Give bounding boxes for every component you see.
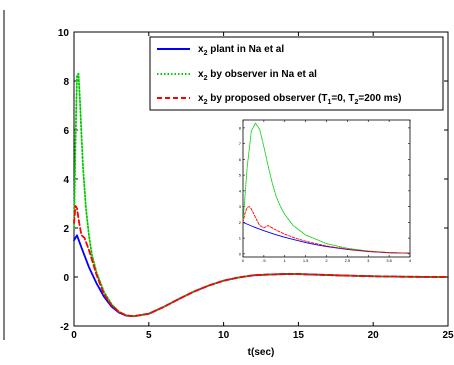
main-x-tick-label-4: 20: [368, 330, 380, 341]
inset-y-tick-label-6: 6: [239, 157, 242, 162]
main-y-tick-label-3: 4: [63, 175, 69, 186]
legend-label-observer-rest: by observer in Na et al: [207, 69, 317, 80]
main-x-tick-labels: 0 5 10 15 20 25: [71, 330, 454, 341]
main-x-tick-label-3: 15: [293, 330, 305, 341]
inset-y-tick-label-0: 0: [239, 251, 242, 256]
svg-text:x2 by observer in Na et al: x2 by observer in Na et al: [198, 69, 317, 82]
main-y-tick-labels: -2 0 2 4 6 8 10: [58, 28, 70, 333]
main-series-group: [73, 72, 449, 318]
inset-x-tick-label-6: 3: [367, 258, 370, 263]
main-x-tick-label-0: 0: [71, 330, 77, 341]
main-y-tick-label-5: 8: [63, 77, 69, 88]
legend-label-proposed-sub2: 1: [328, 99, 332, 106]
legend-entry-plant: x2 plant in Na et al: [157, 44, 284, 57]
inset-y-tick-label-1: 1: [239, 236, 242, 241]
legend-label-proposed-mid: =0, T: [331, 93, 354, 104]
inset-x-tick-label-2: 1: [284, 258, 287, 263]
inset-y-tick-label-4: 4: [239, 188, 242, 193]
inset-x-tick-label-8: 4: [409, 258, 412, 263]
main-y-tick-label-2: 2: [63, 224, 69, 235]
main-y-tick-label-6: 10: [58, 28, 70, 39]
legend-entry-observer: x2 by observer in Na et al: [157, 69, 317, 82]
legend-label-plant-sub: 2: [204, 50, 208, 57]
inset-x-tick-label-5: 2.5: [345, 258, 351, 263]
x-axis-label: t(sec): [248, 347, 275, 358]
legend-label-observer-main: x: [198, 69, 204, 80]
inset-x-tick-label-3: 1.5: [303, 258, 309, 263]
inset-series-group: [242, 122, 411, 254]
svg-text:x2 plant in Na et al: x2 plant in Na et al: [198, 44, 284, 57]
legend-label-proposed-sub: 2: [204, 99, 208, 106]
main-y-tick-label-1: 0: [63, 273, 69, 284]
inset-y-tick-labels: 0 1 2 3 4 5 6 7 8: [239, 125, 242, 256]
main-series-line-2: [73, 205, 449, 318]
legend-label-plant-rest: plant in Na et al: [207, 44, 284, 55]
inset-chart: 0 .5 1 1.5 2 2.5 3 3.5 4 0 1 2 3 4 5 6 7 8: [239, 119, 412, 263]
inset-y-tick-label-2: 2: [239, 220, 242, 225]
inset-x-tick-label-1: .5: [262, 258, 266, 263]
inset-y-tick-label-8: 8: [239, 125, 242, 130]
legend: x2 plant in Na et al x2 by observer in N…: [149, 36, 444, 111]
inset-x-tick-label-4: 2: [325, 258, 328, 263]
legend-label-proposed-sub3: 2: [354, 99, 358, 106]
legend-label-plant-main: x: [198, 44, 204, 55]
main-y-tick-label-4: 6: [63, 126, 69, 137]
inset-series-line-2: [242, 206, 411, 254]
main-x-tick-label-2: 10: [218, 330, 230, 341]
svg-text:x2 by proposed observer (T1=0,: x2 by proposed observer (T1=0, T2=200 ms…: [198, 93, 401, 106]
inset-series-line-1: [242, 122, 411, 254]
inset-y-tick-label-5: 5: [239, 173, 242, 178]
inset-x-tick-label-7: 3.5: [386, 258, 392, 263]
legend-box: [149, 36, 444, 111]
inset-y-tick-label-7: 7: [239, 141, 242, 146]
main-x-tick-label-5: 25: [442, 330, 454, 341]
inset-y-tick-label-3: 3: [239, 204, 242, 209]
legend-label-proposed-rest: by proposed observer (T: [207, 93, 327, 104]
inset-x-tick-label-0: 0: [242, 258, 245, 263]
main-y-tick-label-0: -2: [60, 322, 69, 333]
legend-entry-proposed: x2 by proposed observer (T1=0, T2=200 ms…: [157, 93, 401, 106]
legend-label-observer-sub: 2: [204, 75, 208, 82]
legend-label-proposed-main: x: [198, 93, 204, 104]
inset-plot-area: [242, 119, 411, 258]
legend-label-proposed-end: =200 ms): [358, 93, 401, 104]
inset-x-tick-labels: 0 .5 1 1.5 2 2.5 3 3.5 4: [242, 258, 412, 263]
main-x-tick-label-1: 5: [146, 330, 152, 341]
